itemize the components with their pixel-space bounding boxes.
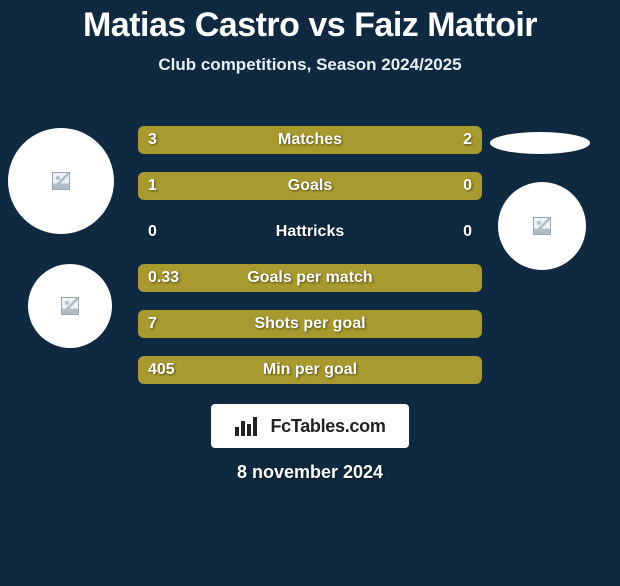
- stat-left-value: 3: [148, 131, 157, 149]
- stat-row: 3 2 Matches: [138, 126, 482, 154]
- stat-label: Hattricks: [276, 223, 344, 241]
- stat-label: Min per goal: [263, 361, 357, 379]
- stat-row: 0 0 Hattricks: [138, 218, 482, 246]
- stat-row: 1 0 Goals: [138, 172, 482, 200]
- badge-text: FcTables.com: [270, 416, 385, 437]
- player-left-avatar-2: [28, 264, 112, 348]
- stat-right-value: 0: [463, 177, 472, 195]
- comparison-chart: 3 2 Matches 1 0 Goals 0 0 Hattricks 0.33 Goals per…: [138, 126, 482, 402]
- player-left-avatar-1: [8, 128, 114, 234]
- fctables-badge: FcTables.com: [211, 404, 409, 448]
- image-placeholder-icon: [533, 217, 551, 235]
- image-placeholder-icon: [61, 297, 79, 315]
- stat-left-value: 0: [148, 223, 157, 241]
- bar-right: [344, 126, 482, 154]
- subtitle: Club competitions, Season 2024/2025: [0, 55, 620, 75]
- image-placeholder-icon: [52, 172, 70, 190]
- bars-icon: [234, 415, 262, 437]
- stat-left-value: 405: [148, 361, 175, 379]
- stat-label: Matches: [278, 131, 342, 149]
- stat-label: Shots per goal: [254, 315, 365, 333]
- stat-label: Goals per match: [247, 269, 372, 287]
- stat-left-value: 1: [148, 177, 157, 195]
- stat-right-value: 2: [463, 131, 472, 149]
- page-title: Matias Castro vs Faiz Mattoir: [0, 6, 620, 45]
- bar-left: [138, 172, 406, 200]
- player-right-avatar: [498, 182, 586, 270]
- decorative-oval: [490, 132, 590, 154]
- stat-row: 7 Shots per goal: [138, 310, 482, 338]
- date-text: 8 november 2024: [237, 462, 383, 483]
- stat-row: 405 Min per goal: [138, 356, 482, 384]
- stat-left-value: 7: [148, 315, 157, 333]
- stat-row: 0.33 Goals per match: [138, 264, 482, 292]
- stat-label: Goals: [288, 177, 332, 195]
- stat-right-value: 0: [463, 223, 472, 241]
- stat-left-value: 0.33: [148, 269, 179, 287]
